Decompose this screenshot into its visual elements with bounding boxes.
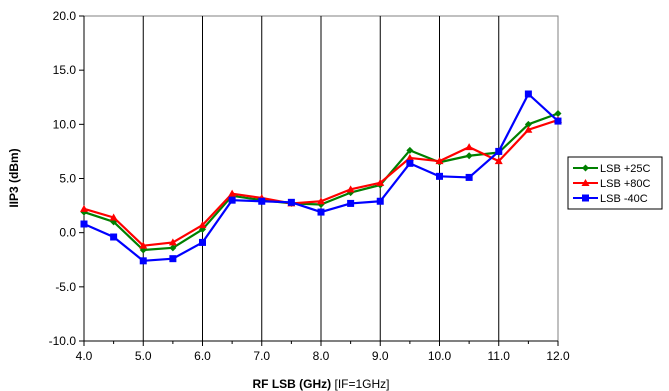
series-lines (80, 90, 562, 265)
x-tick-label: 10.0 (428, 349, 452, 363)
data-point (406, 146, 414, 154)
x-tick-label: 8.0 (313, 349, 330, 363)
data-point (465, 143, 474, 151)
data-point (198, 221, 207, 229)
data-point (495, 147, 503, 155)
x-axis-note: [IF=1GHz] (334, 377, 389, 391)
data-point (169, 244, 177, 252)
data-point (376, 178, 385, 186)
legend-label-80c: LSB +80C (600, 178, 651, 190)
data-point (258, 197, 266, 205)
x-axis-label: RF LSB (GHz) (252, 377, 331, 391)
data-point (554, 110, 562, 117)
data-point (80, 220, 88, 228)
data-point (376, 197, 384, 205)
data-point (287, 198, 295, 206)
series-1 (80, 116, 562, 249)
legend-label-25c: LSB +25C (600, 163, 651, 175)
y-tick-label: 0.0 (59, 226, 76, 240)
legend-swatch-marker (581, 179, 590, 186)
data-point (524, 120, 532, 128)
data-point (168, 238, 177, 246)
x-tick-label: 12.0 (546, 349, 570, 363)
y-tick-label: 5.0 (59, 172, 76, 186)
data-point (110, 233, 118, 241)
data-point (80, 204, 88, 212)
axes: 4.0 5.0 6.0 7.0 8.0 9.0 10.0 11.0 12.0 20.0 15.0 10… (49, 9, 570, 363)
data-point (317, 197, 325, 205)
legend: LSB +25C LSB +80C LSB -40C (567, 156, 663, 210)
data-point (435, 157, 444, 165)
data-point (139, 257, 147, 265)
x-tick-label: 4.0 (76, 349, 93, 363)
legend-swatch-marker (582, 194, 589, 202)
x-tick-label: 11.0 (488, 349, 511, 363)
x-tick-label: 5.0 (135, 349, 152, 363)
x-axis-title: RF LSB (GHz) [IF=1GHz] (252, 377, 389, 391)
data-point (405, 153, 414, 161)
data-point (524, 90, 532, 98)
data-point (465, 173, 473, 181)
data-point (524, 125, 533, 133)
y-tick-label: -10.0 (49, 334, 77, 348)
data-point (436, 172, 443, 180)
x-tick-label: 6.0 (194, 349, 211, 363)
x-tick-label: 9.0 (372, 349, 389, 363)
y-tick-label: 15.0 (53, 63, 77, 77)
data-point (406, 159, 414, 167)
data-point (347, 199, 355, 207)
data-point (169, 255, 177, 263)
data-point (139, 241, 148, 249)
data-point (228, 189, 237, 197)
legend-label-minus40c: LSB -40C (600, 193, 648, 205)
y-tick-label: -5.0 (55, 280, 76, 294)
data-point (228, 196, 236, 204)
y-tick-label: 10.0 (53, 117, 77, 131)
data-point (494, 157, 503, 165)
data-point (346, 185, 355, 193)
data-point (554, 117, 562, 125)
series-2 (80, 90, 562, 265)
y-axis-title: IIP3 (dBm) (7, 148, 21, 207)
data-point (199, 238, 206, 246)
x-tick-label: 7.0 (253, 349, 270, 363)
y-tick-label: 20.0 (53, 9, 77, 23)
data-point (465, 152, 473, 160)
legend-swatch-marker (582, 164, 589, 172)
data-point (109, 213, 118, 221)
data-point (317, 208, 325, 216)
